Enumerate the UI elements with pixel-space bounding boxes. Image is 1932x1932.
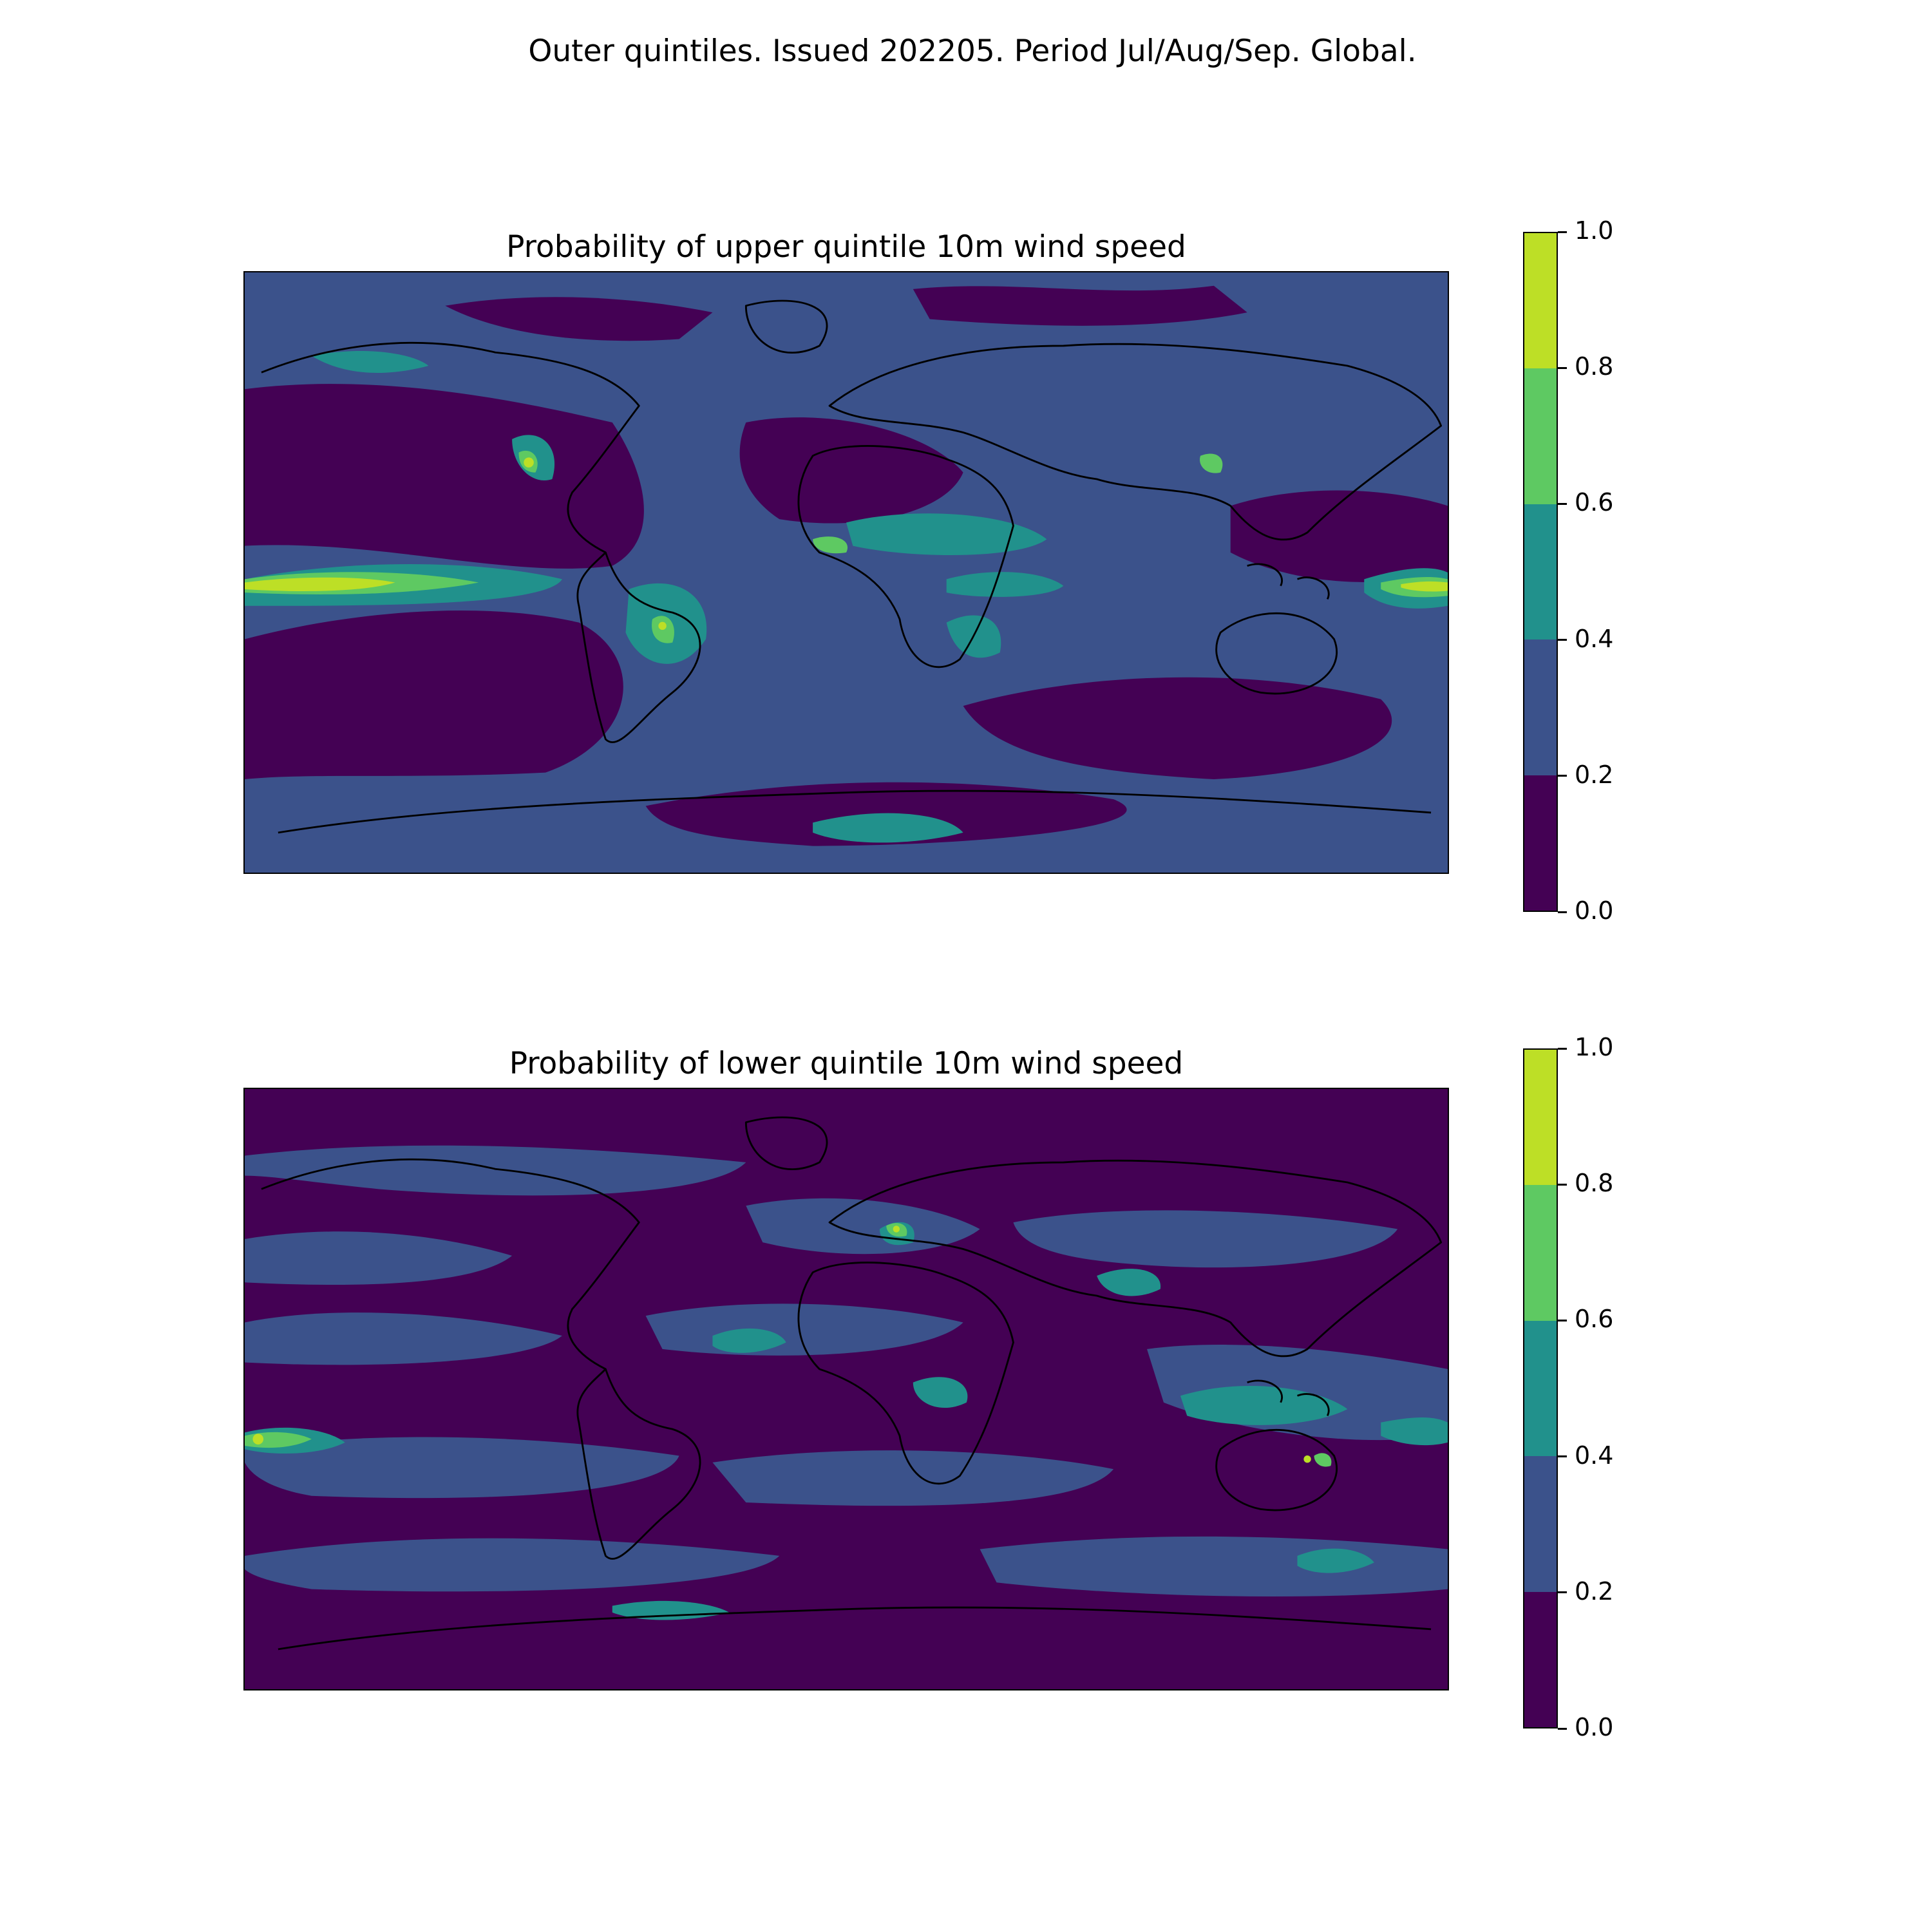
upper-colorbar-band — [1524, 775, 1557, 911]
lower-colorbar-band — [1524, 1185, 1557, 1321]
upper-quintile-map — [243, 271, 1449, 874]
upper-colorbar-band — [1524, 639, 1557, 775]
lower-colorbar-band — [1524, 1591, 1557, 1727]
lower-quintile-map — [243, 1088, 1449, 1690]
lower-colorbar — [1523, 1048, 1558, 1728]
upper-colorbar-band — [1524, 368, 1557, 504]
upper-colorbar — [1523, 232, 1558, 912]
upper-panel-title: Probability of upper quintile 10m wind s… — [506, 229, 1186, 265]
upper-colorbar-band — [1524, 232, 1557, 369]
lower-colorbar-band — [1524, 1320, 1557, 1457]
figure-title: Outer quintiles. Issued 202205. Period J… — [528, 33, 1417, 69]
lower-panel-title: Probability of lower quintile 10m wind s… — [509, 1046, 1184, 1081]
upper-colorbar-band — [1524, 504, 1557, 640]
lower-colorbar-band — [1524, 1456, 1557, 1592]
lower-colorbar-band — [1524, 1049, 1557, 1186]
